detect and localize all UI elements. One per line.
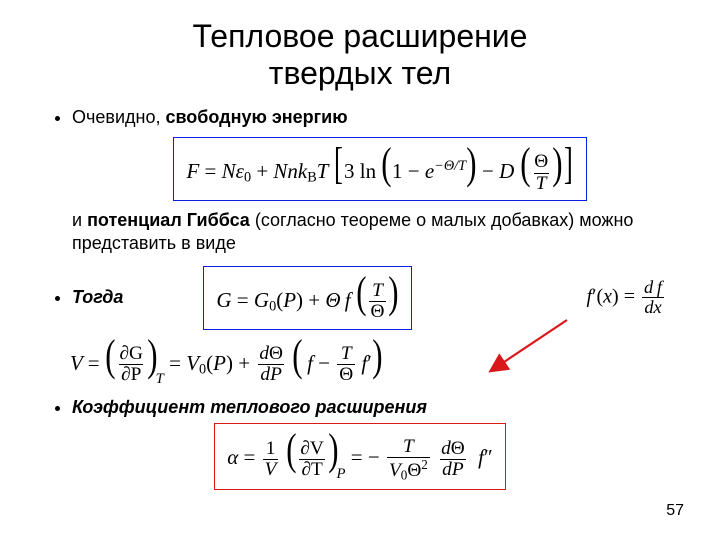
bullet-1: Очевидно, свободную энергию <box>72 106 672 129</box>
title-line-1: Тепловое расширение <box>193 18 528 54</box>
bullet-1-prefix: Очевидно, <box>72 107 165 127</box>
slide: Тепловое расширение твердых тел Очевидно… <box>0 0 720 540</box>
page-number: 57 <box>666 502 684 520</box>
bullet-1-continuation: и потенциал Гиббса (согласно теореме о м… <box>72 209 672 256</box>
formula-4-box: α = 1V (∂V∂T)P = − TV0Θ2 dΘdP f″ <box>214 423 506 489</box>
formula-fprime: f′(x) = d fdx <box>587 278 666 318</box>
bullet-list-1: Очевидно, свободную энергию <box>48 106 672 129</box>
slide-title: Тепловое расширение твердых тел <box>48 18 672 92</box>
formula-1: F = Nε0 + NnkBT [3 ln (1 − e−Θ/T) − D (Θ… <box>186 144 573 194</box>
formula-3-row: V = (∂G∂P)T = V0(P) + dΘdP ( f − TΘ f′) <box>70 336 672 388</box>
formula-1-box: F = Nε0 + NnkBT [3 ln (1 − e−Θ/T) − D (Θ… <box>173 137 586 201</box>
formula-3: V = (∂G∂P)T = V0(P) + dΘdP ( f − TΘ f′) <box>70 336 383 388</box>
bullet-2-text: Тогда <box>72 287 123 307</box>
bullet-list-3: Коэффициент теплового расширения <box>48 396 672 419</box>
bullet-3-text: Коэффициент теплового расширения <box>72 397 427 417</box>
bullet-1-cont-pre: и <box>72 210 87 230</box>
bullet-3: Коэффициент теплового расширения <box>72 396 672 419</box>
bullet-1-bold: свободную энергию <box>165 107 347 127</box>
formula-4: α = 1V (∂V∂T)P = − TV0Θ2 dΘdP f″ <box>227 430 493 482</box>
title-line-2: твердых тел <box>269 55 451 91</box>
bullet-2: Тогда <box>72 286 123 309</box>
formula-2: G = G0(P) + Θ f (TΘ) <box>216 273 399 323</box>
formula-1-row: F = Nε0 + NnkBT [3 ln (1 − e−Θ/T) − D (Θ… <box>88 137 672 201</box>
bullet-list-2: Тогда <box>48 286 123 309</box>
formula-4-row: α = 1V (∂V∂T)P = − TV0Θ2 dΘdP f″ <box>48 423 672 489</box>
bullet-1-cont-bold: потенциал Гиббса <box>87 210 250 230</box>
formula-2-box: G = G0(P) + Θ f (TΘ) <box>203 266 412 330</box>
